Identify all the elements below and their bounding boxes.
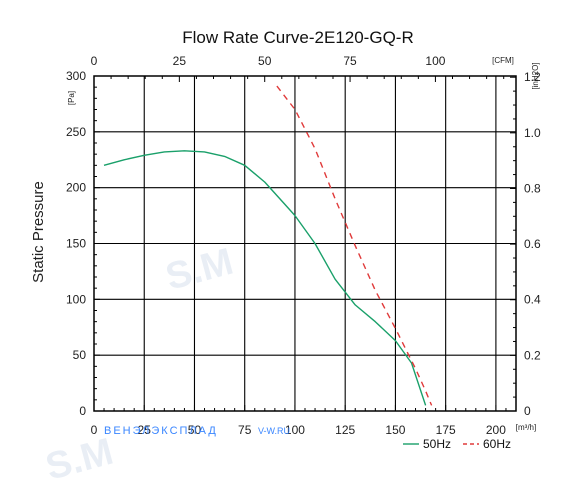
y-unit-left: [Pa] (67, 91, 76, 105)
y-tick-label-left: 150 (66, 237, 86, 251)
y-tick-label-right: 0.8 (524, 181, 541, 195)
legend-label-50hz: 50Hz (423, 437, 451, 451)
x-unit-top: [CFM] (492, 56, 514, 65)
watermark-site: V-W.RU (258, 426, 290, 436)
x-tick-label-top: 25 (173, 54, 187, 68)
chart-grid (94, 75, 516, 411)
y-tick-label-right: 1.2 (524, 70, 541, 84)
y-tick-label-right: 0.2 (524, 348, 541, 362)
x-tick-label-bottom: 25 (138, 423, 152, 437)
y-tick-label-right: 1.0 (524, 126, 541, 140)
x-tick-label-bottom: 175 (436, 423, 456, 437)
x-tick-label-top: 50 (258, 54, 272, 68)
x-tick-label-bottom: 0 (91, 423, 98, 437)
x-unit-bottom: [m³/h] (516, 423, 536, 432)
watermark-brand: ВЕНЭЛЭКСПЛАД (104, 425, 218, 437)
y-unit-right: [inH2O] (531, 62, 540, 89)
x-tick-label-bottom: 200 (486, 423, 506, 437)
x-tick-label-bottom: 75 (238, 423, 252, 437)
series-group (103, 85, 433, 406)
series-line-50hz (103, 150, 427, 406)
watermark-mark: S.M (161, 241, 237, 299)
y-tick-label-left: 100 (66, 292, 86, 306)
y-tick-label-left: 50 (73, 348, 87, 362)
x-tick-label-bottom: 125 (335, 423, 355, 437)
x-tick-label-bottom: 150 (385, 423, 405, 437)
y-axis-title: Static Pressure (30, 181, 47, 283)
legend-label-60hz: 60Hz (483, 437, 511, 451)
y-tick-label-left: 200 (66, 181, 86, 195)
x-tick-label-top: 75 (343, 54, 357, 68)
y-tick-label-right: 0.4 (524, 293, 541, 307)
y-tick-label-left: 300 (66, 69, 86, 83)
tick-labels: 0 25 50 75 100 125 150 175 200 0 25 50 75 100 0 50 100 15… (66, 54, 541, 437)
legend: 50Hz 60Hz (403, 437, 511, 451)
x-tick-label-top: 100 (425, 54, 445, 68)
tick-marks (93, 75, 517, 412)
x-tick-label-bottom: 100 (285, 423, 305, 437)
y-tick-label-left: 250 (66, 125, 86, 139)
x-tick-label-bottom: 50 (188, 423, 202, 437)
y-tick-label-right: 0 (524, 404, 531, 418)
series-line-60hz (276, 85, 433, 406)
chart-title: Flow Rate Curve-2E120-GQ-R (182, 28, 413, 47)
y-tick-label-left: 0 (79, 404, 86, 418)
watermark-mark-2: S.M (41, 431, 117, 489)
x-tick-label-top: 0 (91, 54, 98, 68)
y-tick-label-right: 0.6 (524, 237, 541, 251)
